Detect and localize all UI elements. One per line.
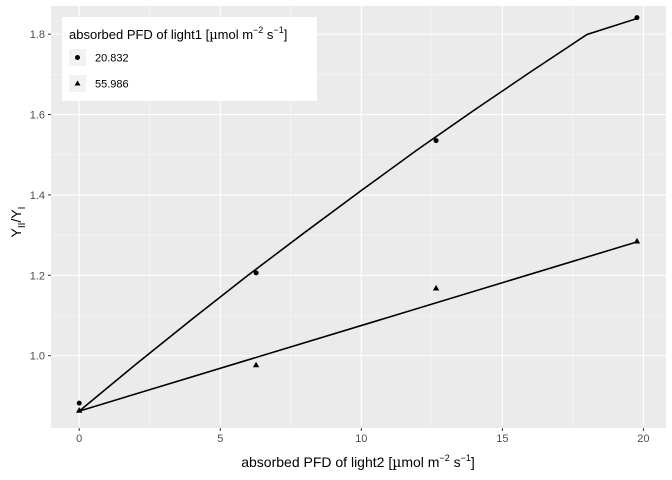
legend: absorbed PFD of light1 [µmol m−2 s−1] 20…	[62, 17, 317, 101]
y-tick-label: 1.6	[30, 110, 45, 122]
legend-label-series-2: 55.986	[95, 79, 129, 91]
legend-triangle-marker	[74, 80, 81, 86]
fit-line-series-2	[78, 241, 638, 412]
data-point-series-2	[633, 237, 641, 244]
x-axis-ticks: 0 5 10 15 20	[76, 428, 650, 445]
y-tick-label: 1.4	[30, 190, 45, 202]
x-tick-label: 20	[637, 433, 649, 445]
data-point-series-1	[76, 400, 82, 406]
legend-title: absorbed PFD of light1 [µmol m−2 s−1]	[69, 25, 287, 43]
x-tick-label: 15	[496, 433, 508, 445]
y-tick-label: 1.0	[30, 351, 45, 363]
fit-lines	[78, 17, 638, 412]
y-tick-label: 1.8	[30, 29, 45, 41]
x-tick-label: 0	[76, 433, 82, 445]
y-axis-title: YII/YI	[8, 207, 28, 238]
x-axis-title: absorbed PFD of light2 [µmol m−2 s−1]	[241, 453, 475, 471]
data-point-series-1	[634, 15, 640, 21]
data-point-series-2	[252, 361, 260, 368]
legend-label-series-1: 20.832	[95, 53, 129, 65]
legend-circle-marker	[75, 55, 80, 60]
data-point-series-1	[433, 138, 439, 144]
data-point-series-2	[432, 284, 440, 291]
y-axis-ticks: 1.0 1.2 1.4 1.6 1.8	[30, 29, 51, 363]
y-tick-label: 1.2	[30, 270, 45, 282]
x-tick-label: 5	[217, 433, 223, 445]
data-point-series-2	[76, 407, 83, 413]
fit-line-series-1	[78, 17, 638, 412]
data-point-series-1	[253, 270, 259, 276]
data-points	[76, 15, 641, 413]
legend-box	[62, 17, 317, 101]
x-tick-label: 10	[355, 433, 367, 445]
